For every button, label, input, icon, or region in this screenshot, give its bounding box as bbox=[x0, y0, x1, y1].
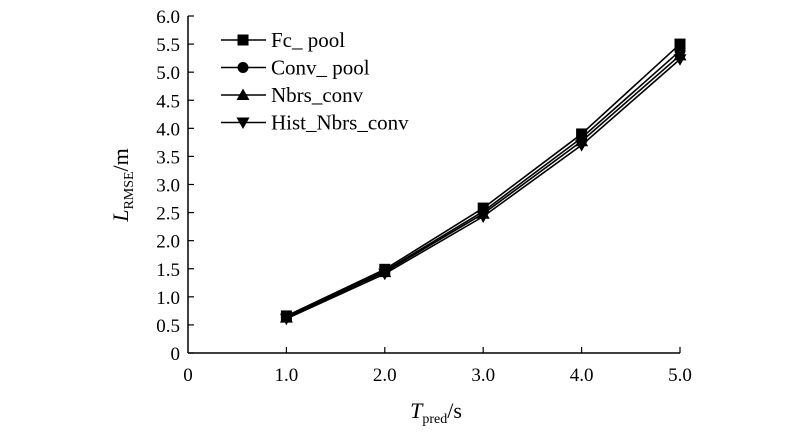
legend-item: Hist_Nbrs_conv bbox=[221, 111, 409, 135]
x-axis-title-sub: pred bbox=[422, 412, 447, 427]
x-axis-title-main: T bbox=[410, 398, 424, 423]
x-tick-label: 5.0 bbox=[668, 365, 692, 386]
tick-marks: 0 0.5 1.0 1.5 2.0 2.5 3.0 3.5 4.0 4.5 5.0 5.5 6.0 0 1.… bbox=[156, 7, 692, 386]
data-point bbox=[575, 140, 589, 152]
data-point bbox=[673, 54, 687, 66]
y-tick-label: 3.5 bbox=[156, 147, 180, 168]
legend-item: Conv_ pool bbox=[221, 56, 370, 80]
y-tick-label: 4.0 bbox=[156, 119, 180, 140]
y-tick-label: 1.5 bbox=[156, 260, 180, 281]
x-tick-label: 0 bbox=[183, 365, 193, 386]
legend-marker bbox=[236, 88, 250, 100]
y-axis-title-sub: RMSE bbox=[122, 171, 137, 209]
legend-marker bbox=[237, 62, 249, 73]
legend-marker bbox=[237, 34, 249, 46]
legend-item: Fc_ pool bbox=[221, 28, 345, 52]
y-tick-label: 4.5 bbox=[156, 91, 180, 112]
y-axis-title-unit: /m bbox=[108, 148, 133, 171]
series-4 bbox=[279, 54, 687, 326]
y-tick-label: 1.0 bbox=[156, 288, 180, 309]
legend: Fc_ pool Conv_ pool Nbrs_conv Hist_Nbrs_con… bbox=[221, 28, 409, 135]
x-axis-title-unit: /s bbox=[447, 398, 462, 423]
y-axis-title-main: L bbox=[108, 210, 133, 223]
y-tick-label: 6.0 bbox=[156, 7, 180, 28]
legend-label: Hist_Nbrs_conv bbox=[271, 111, 409, 135]
x-tick-label: 2.0 bbox=[373, 365, 397, 386]
y-tick-label: 5.0 bbox=[156, 63, 180, 84]
legend-label: Nbrs_conv bbox=[271, 83, 364, 107]
y-tick-label: 0.5 bbox=[156, 316, 180, 337]
y-tick-label: 5.5 bbox=[156, 35, 180, 56]
data-series bbox=[279, 38, 687, 326]
y-tick-label: 2.5 bbox=[156, 204, 180, 225]
axes bbox=[187, 16, 680, 354]
series-1 bbox=[280, 38, 686, 322]
x-tick-label: 4.0 bbox=[570, 365, 594, 386]
y-tick-label: 3.0 bbox=[156, 176, 180, 197]
data-point bbox=[378, 268, 392, 281]
legend-item: Nbrs_conv bbox=[221, 83, 364, 107]
x-axis-title: Tpred/s bbox=[410, 398, 462, 427]
data-point bbox=[674, 38, 686, 50]
y-tick-label: 2.0 bbox=[156, 232, 180, 253]
y-tick-label: 0 bbox=[171, 344, 181, 365]
y-axis-title: LRMSE/m bbox=[108, 148, 137, 223]
x-tick-label: 1.0 bbox=[275, 365, 299, 386]
x-tick-label: 3.0 bbox=[471, 365, 495, 386]
legend-marker bbox=[236, 117, 250, 129]
data-point bbox=[279, 313, 293, 326]
data-point bbox=[476, 211, 490, 224]
legend-label: Fc_ pool bbox=[271, 28, 345, 52]
legend-label: Conv_ pool bbox=[271, 56, 370, 80]
